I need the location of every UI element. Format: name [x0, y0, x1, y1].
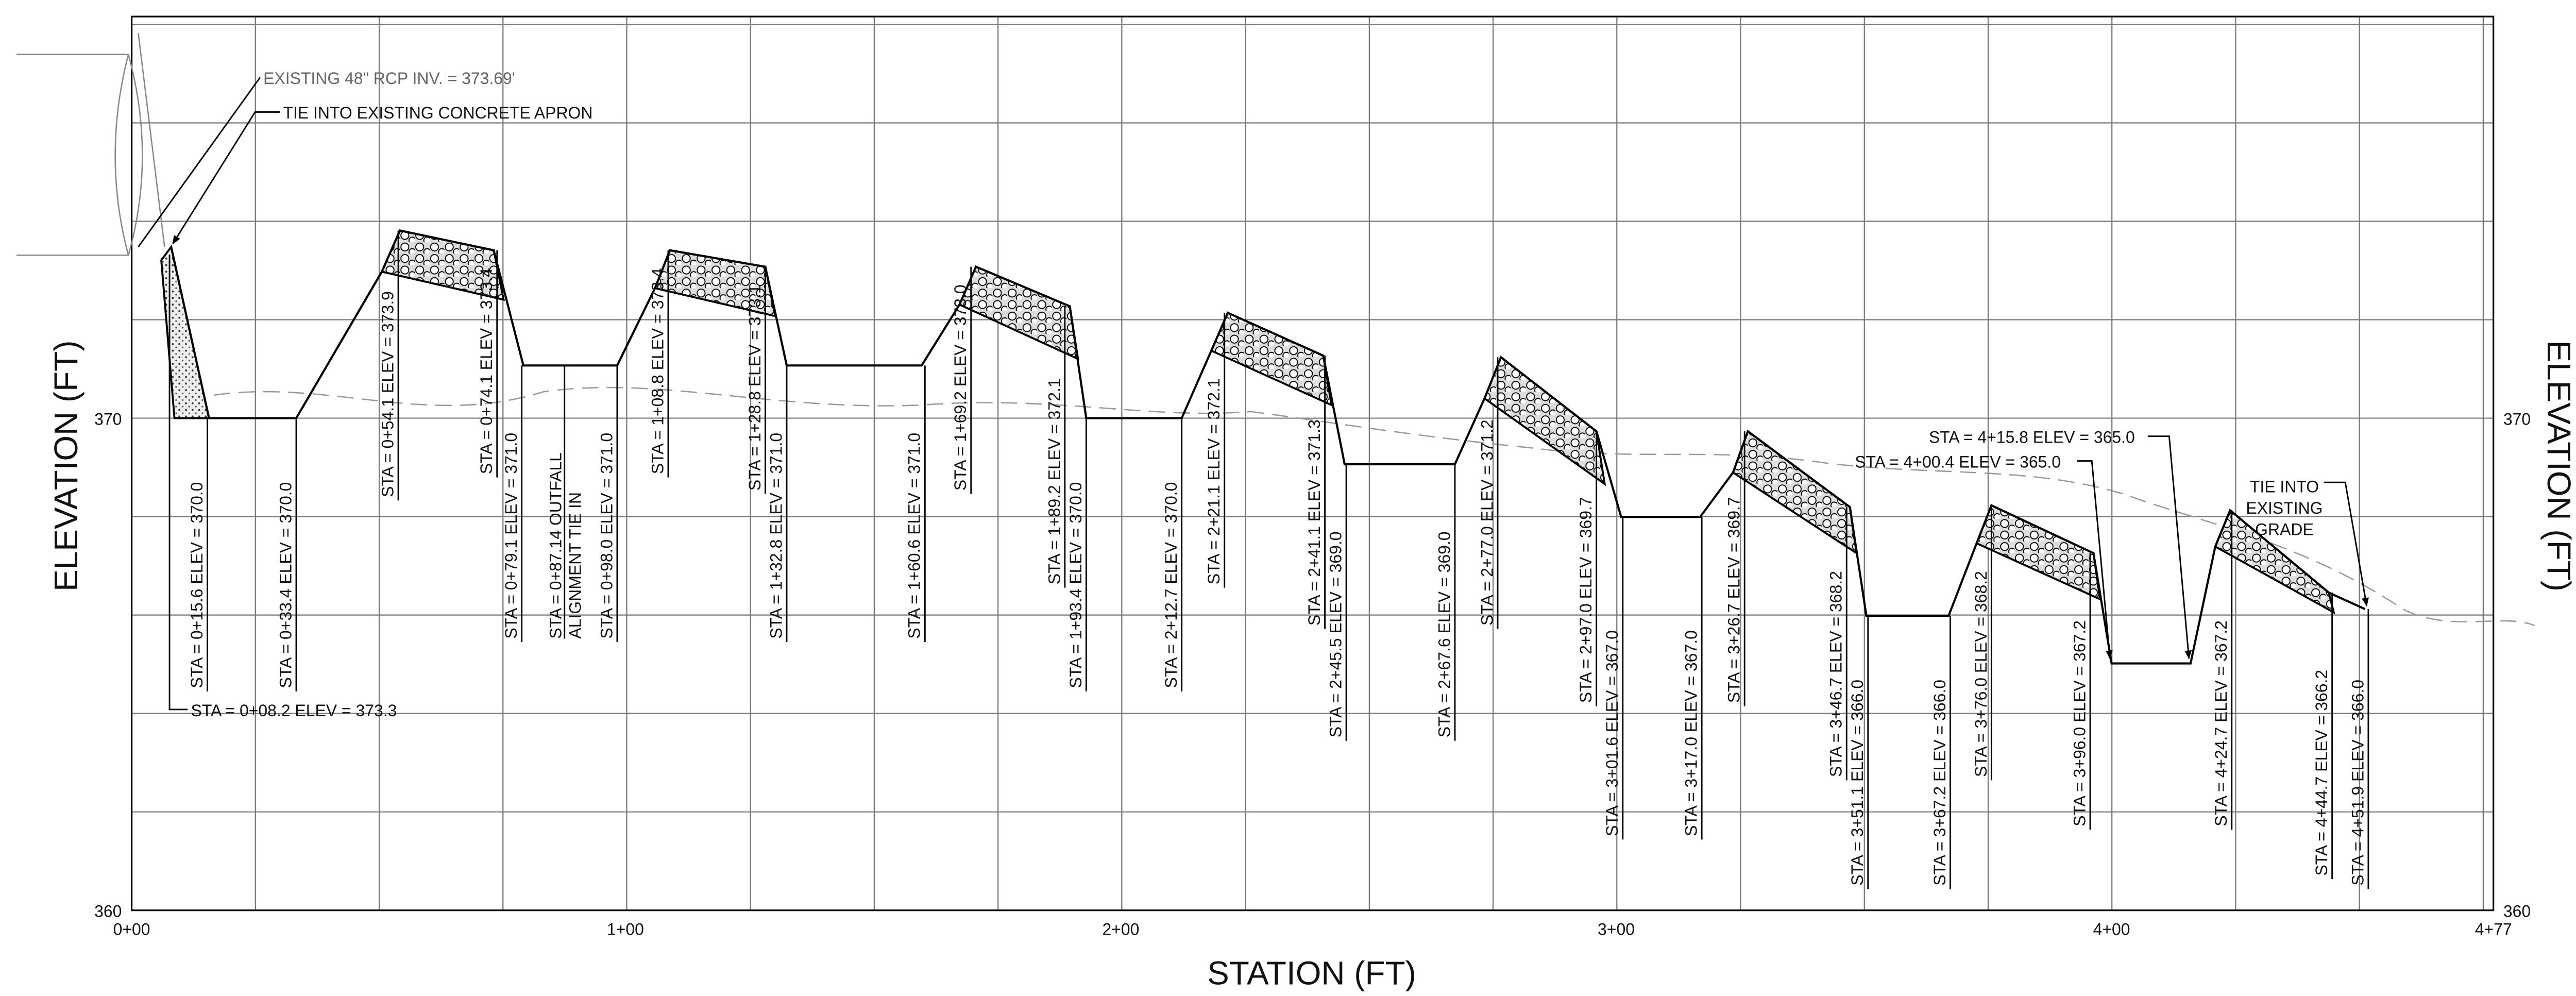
station-label: STA = 3+51.1 ELEV = 366.0 [1848, 680, 1867, 886]
y-tick-label: 360 [94, 902, 122, 921]
station-label: STA = 0+54.1 ELEV = 373.9 [378, 291, 397, 497]
station-label: STA = 0+79.1 ELEV = 371.0 [502, 433, 520, 639]
leader [2077, 460, 2113, 660]
x-tick-label: 0+00 [113, 920, 150, 939]
station-label: STA = 2+67.6 ELEV = 369.0 [1435, 531, 1453, 737]
station-label: STA = 2+12.7 ELEV = 370.0 [1162, 482, 1180, 688]
station-label: STA = 3+26.7 ELEV = 369.7 [1725, 497, 1743, 703]
station-label: STA = 1+93.4 ELEV = 370.0 [1066, 482, 1085, 688]
station-label: STA = 2+45.5 ELEV = 369.0 [1327, 531, 1345, 737]
station-label: STA = 1+28.8 ELEV = 373.1 [745, 284, 764, 491]
station-label: STA = 3+67.2 ELEV = 366.0 [1930, 680, 1949, 886]
riprap [160, 229, 2335, 615]
note: TIE INTO EXISTING CONCRETE APRON [283, 104, 592, 122]
station-label: STA = 1+60.6 ELEV = 371.0 [905, 433, 924, 639]
x-tick-label: 3+00 [1598, 920, 1635, 939]
station-label: STA = 1+69.2 ELEV = 373.0 [951, 284, 970, 491]
station-label: STA = 3+76.0 ELEV = 368.2 [1972, 571, 1990, 777]
leader [138, 77, 261, 248]
existing-pipe [16, 32, 165, 256]
station-label: STA = 0+15.6 ELEV = 370.0 [188, 482, 206, 688]
note: STA = 0+08.2 ELEV = 373.3 [191, 701, 397, 720]
station-label: STA = 3+46.7 ELEV = 368.2 [1827, 571, 1845, 777]
x-tick-label: 4+00 [2093, 920, 2130, 939]
station-label: STA = 3+01.6 ELEV = 367.0 [1603, 630, 1621, 836]
station-label: STA = 0+98.0 ELEV = 371.0 [597, 433, 616, 639]
station-label: STA = 2+77.0 ELEV = 371.2 [1478, 419, 1496, 626]
frame [130, 15, 2495, 911]
leader [168, 255, 188, 711]
station-label: STA = 2+21.1 ELEV = 372.1 [1205, 378, 1223, 584]
y-tick-label: 370 [94, 410, 122, 428]
x-ticks: 0+00 1+00 2+00 3+00 4+00 4+77 [113, 920, 2512, 939]
y2-tick-label: 370 [2503, 410, 2531, 428]
station-label: STA = 0+74.1 ELEV = 373.4 [477, 268, 496, 474]
note: STA = 4+15.8 ELEV = 365.0 [1929, 428, 2135, 446]
profile-line [170, 229, 2366, 665]
station-label: STA = 2+97.0 ELEV = 369.7 [1577, 497, 1595, 703]
station-labels: STA = 0+15.6 ELEV = 370.0 STA = 0+33.4 EL… [188, 230, 2369, 889]
note: EXISTING 48" RCP INV. = 373.69' [263, 69, 515, 88]
y-axis-title: ELEVATION (FT) [47, 341, 84, 592]
leader [2147, 435, 2192, 660]
station-label: STA = 1+08.8 ELEV = 373.4 [648, 268, 667, 474]
note: EXISTING [2246, 499, 2323, 517]
note: GRADE [2255, 520, 2314, 538]
y2-axis-title: ELEVATION (FT) [2540, 341, 2576, 592]
station-label: STA = 1+32.8 ELEV = 371.0 [767, 433, 785, 639]
station-label: STA = 3+17.0 ELEV = 367.0 [1682, 630, 1701, 836]
note: TIE INTO [2250, 477, 2319, 496]
station-label: STA = 4+44.7 ELEV = 366.2 [2312, 670, 2331, 876]
station-label: STA = 2+41.1 ELEV = 371.3 [1305, 419, 1324, 626]
note: STA = 4+00.4 ELEV = 365.0 [1855, 452, 2061, 471]
x-tick-label: 1+00 [607, 920, 644, 939]
station-label: STA = 4+51.9 ELEV = 366.0 [2348, 680, 2367, 886]
station-label: STA = 4+24.7 ELEV = 367.2 [2212, 620, 2230, 826]
note: ALIGNMENT TIE IN [566, 492, 585, 639]
x-tick-label: 2+00 [1102, 920, 1139, 939]
station-label: STA = 3+96.0 ELEV = 367.2 [2070, 620, 2089, 826]
y2-tick-label: 360 [2503, 902, 2531, 921]
note: STA = 0+87.14 OUTFALL [546, 452, 565, 639]
x-tick-label: 4+77 [2475, 920, 2512, 939]
x-axis-title: STATION (FT) [1207, 954, 1416, 991]
leader [172, 111, 280, 245]
station-label: STA = 0+33.4 ELEV = 370.0 [276, 482, 295, 688]
leader [2324, 481, 2369, 607]
station-label: STA = 1+89.2 ELEV = 372.1 [1045, 378, 1063, 584]
